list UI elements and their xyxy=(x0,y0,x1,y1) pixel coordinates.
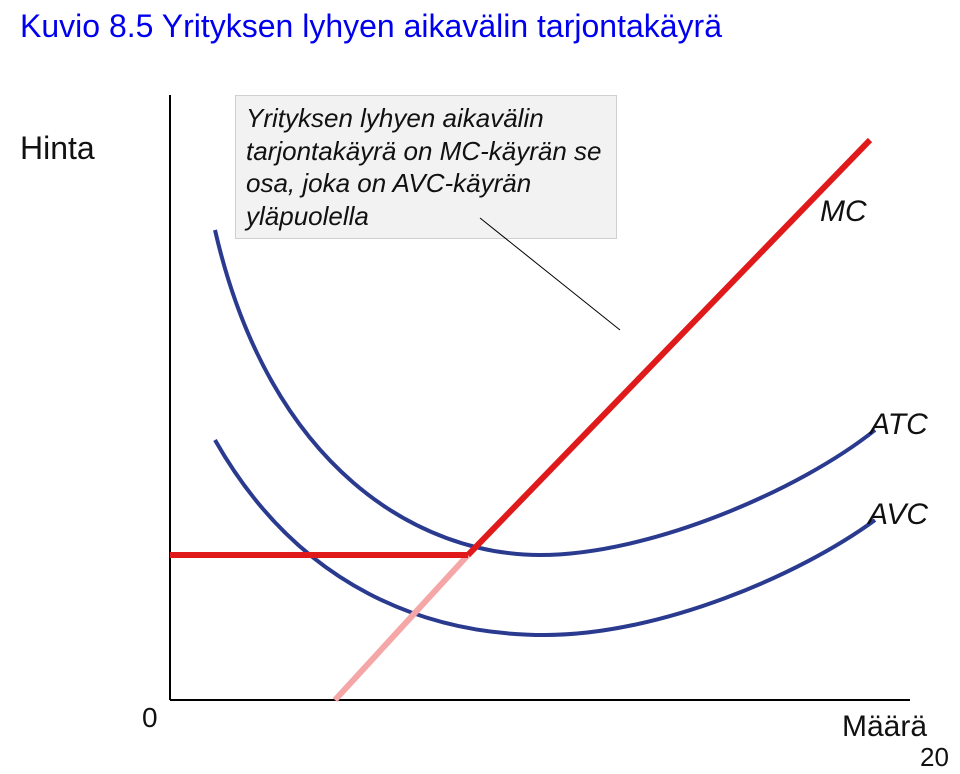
pointer-line xyxy=(480,218,620,330)
avc-label: AVC xyxy=(868,498,928,532)
mc-curve-below xyxy=(335,555,468,700)
page-number: 20 xyxy=(920,742,949,773)
chart-svg xyxy=(0,0,960,774)
atc-curve xyxy=(215,230,875,555)
mc-label: MC xyxy=(820,195,867,229)
atc-label: ATC xyxy=(870,408,928,442)
avc-curve xyxy=(215,440,875,635)
origin-zero: 0 xyxy=(142,702,158,734)
mc-curve-above xyxy=(468,140,870,555)
x-axis-label: Määrä xyxy=(842,710,927,744)
